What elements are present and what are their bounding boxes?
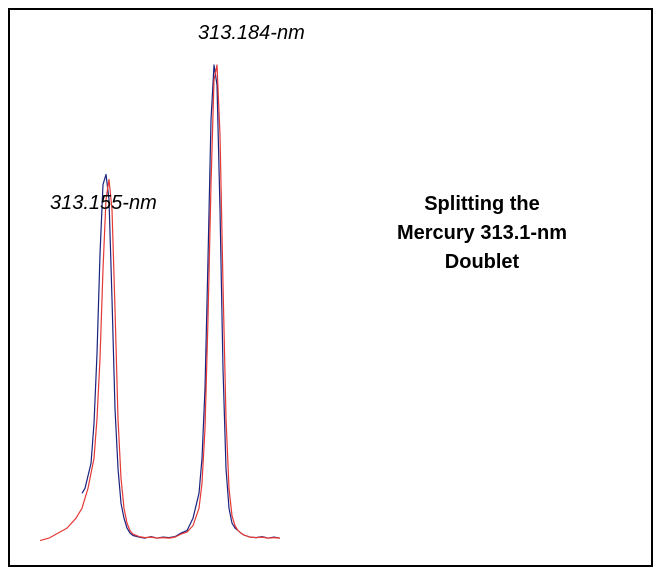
title-line-2: Mercury 313.1-nm — [396, 222, 568, 244]
spectrum-plot — [39, 64, 281, 542]
chart-frame: 313.184-nm 313.155-nm Splitting the Merc… — [8, 8, 653, 567]
spectrum-trace-2 — [39, 64, 281, 542]
annotation-313-184: 313.184-nm — [198, 22, 305, 44]
title-line-3: Doublet — [444, 251, 520, 273]
annotation-313-155: 313.155-nm — [50, 192, 157, 214]
title-line-1: Splitting the — [424, 193, 540, 215]
spectrum-trace-1 — [81, 64, 281, 539]
chart-title: Splitting the Mercury 313.1-nm Doublet — [362, 190, 602, 277]
